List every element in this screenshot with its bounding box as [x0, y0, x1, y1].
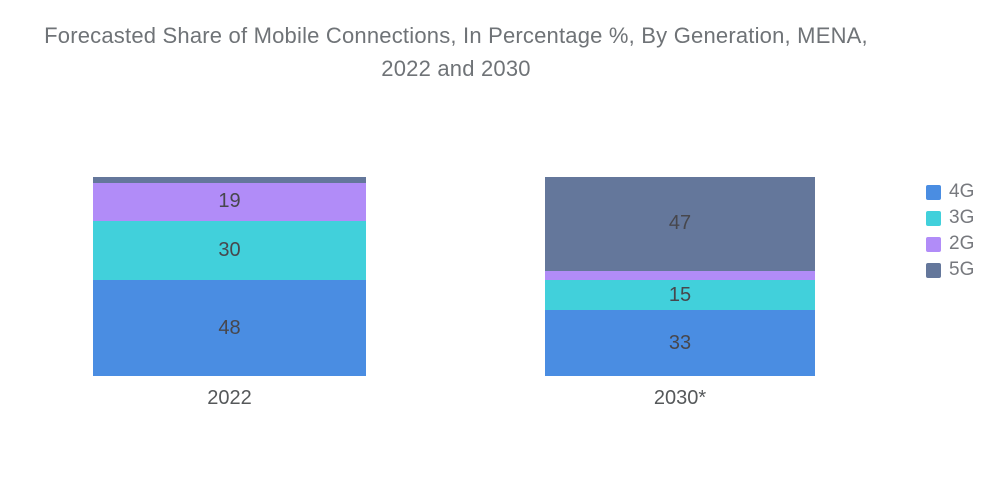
legend-swatch-5g — [926, 262, 941, 278]
category-label-2022: 2022 — [207, 387, 252, 409]
chart-title: Forecasted Share of Mobile Connections, … — [0, 19, 912, 85]
value-label-3g-2030: 15 — [668, 283, 692, 306]
bar-2030: 47 15 33 — [545, 177, 815, 376]
bar-segment-3g-2030: 15 — [545, 280, 815, 311]
bar-segment-4g-2022: 48 — [93, 280, 366, 376]
value-label-3g-2022: 30 — [218, 239, 241, 262]
bar-segment-4g-2030: 33 — [545, 310, 815, 376]
bar-segment-5g-2030: 47 — [545, 177, 815, 271]
legend-label-4g: 4G — [949, 181, 975, 202]
value-label-5g-2030: 47 — [668, 212, 692, 235]
legend-swatch-2g — [926, 236, 941, 252]
legend-label-3g: 3G — [949, 207, 975, 228]
bar-segment-2g-2030 — [545, 270, 815, 281]
value-label-2g-2022: 19 — [218, 190, 241, 213]
chart-title-line2: 2022 and 2030 — [381, 56, 531, 81]
value-label-4g-2022: 48 — [218, 316, 241, 339]
legend-swatch-3g — [926, 210, 941, 226]
bar-2022: 19 30 48 — [93, 177, 366, 376]
legend: 4G 3G 2G 5G — [926, 179, 974, 283]
legend-label-2g: 2G — [949, 233, 975, 254]
legend-item-5g: 5G — [926, 257, 974, 283]
bar-segment-2g-2022: 19 — [93, 182, 366, 221]
legend-item-2g: 2G — [926, 231, 974, 257]
legend-swatch-4g — [926, 184, 941, 200]
category-label-2030: 2030* — [653, 387, 707, 409]
value-label-4g-2030: 33 — [668, 331, 692, 354]
bar-segment-3g-2022: 30 — [93, 220, 366, 281]
legend-label-5g: 5G — [949, 259, 975, 280]
chart-title-line1: Forecasted Share of Mobile Connections, … — [44, 23, 868, 48]
legend-item-3g: 3G — [926, 205, 974, 231]
bar-segment-5g-2022 — [93, 177, 366, 183]
legend-item-4g: 4G — [926, 179, 974, 205]
